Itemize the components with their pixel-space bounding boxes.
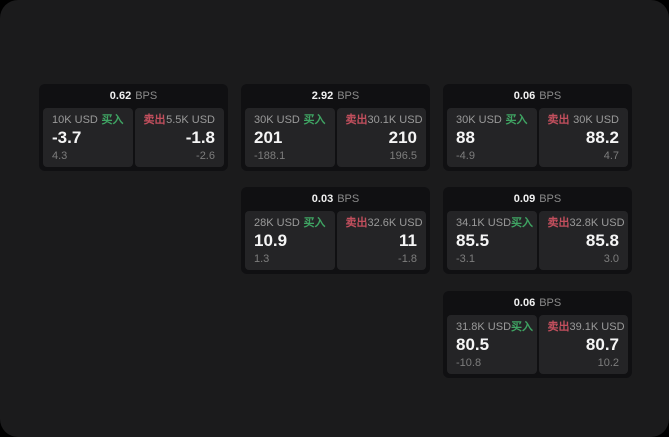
buy-panel[interactable]: 10K USD 买入 -3.7 4.3 [43, 108, 133, 167]
sell-price: -1.8 [185, 128, 215, 147]
buy-price: 201 [254, 128, 283, 147]
bps-unit: BPS [337, 90, 360, 102]
bps-header: 0.03 BPS [245, 187, 426, 211]
bps-value: 0.03 [311, 193, 334, 205]
sell-amount: 30K USD [573, 114, 619, 126]
quote-card: 0.06 BPS 31.8K USD 买入 80.5 -10.8 卖出 39.1… [443, 291, 632, 378]
sell-price: 88.2 [585, 128, 619, 147]
quote-card: 0.09 BPS 34.1K USD 买入 85.5 -3.1 卖出 32.8K… [443, 187, 632, 274]
buy-delta: -10.8 [456, 357, 482, 369]
buy-amount: 30K USD [254, 114, 300, 126]
buy-amount: 31.8K USD [456, 321, 512, 333]
buy-amount: 10K USD [52, 114, 98, 126]
bps-value: 0.06 [513, 297, 536, 309]
bps-unit: BPS [539, 90, 562, 102]
sell-price: 11 [399, 231, 417, 250]
buy-tag: 买入 [303, 114, 326, 126]
bps-header: 0.06 BPS [447, 84, 628, 108]
bps-unit: BPS [135, 90, 158, 102]
buy-delta: 4.3 [52, 150, 68, 162]
sell-amount: 30.1K USD [367, 114, 423, 126]
sell-panel[interactable]: 卖出 32.6K USD 11 -1.8 [336, 211, 426, 270]
buy-amount: 28K USD [254, 217, 300, 229]
sell-amount: 32.8K USD [569, 217, 625, 229]
sell-delta: 4.7 [603, 150, 619, 162]
sell-panel[interactable]: 卖出 30K USD 88.2 4.7 [538, 108, 628, 167]
buy-delta: -188.1 [254, 150, 286, 162]
sell-tag: 卖出 [143, 114, 166, 126]
buy-tag: 买入 [505, 114, 528, 126]
bps-header: 0.06 BPS [447, 291, 628, 315]
quote-card: 2.92 BPS 30K USD 买入 201 -188.1 卖出 30.1K … [241, 84, 430, 171]
sell-delta: -1.8 [398, 253, 417, 265]
buy-price: 80.5 [456, 335, 490, 354]
sell-tag: 卖出 [345, 114, 368, 126]
buy-delta: -3.1 [456, 253, 475, 265]
buy-tag: 买入 [511, 217, 534, 229]
buy-delta: 1.3 [254, 253, 270, 265]
quote-card: 0.03 BPS 28K USD 买入 10.9 1.3 卖出 32.6K US… [241, 187, 430, 274]
buy-panel[interactable]: 28K USD 买入 10.9 1.3 [245, 211, 335, 270]
sell-amount: 39.1K USD [569, 321, 625, 333]
sell-panel[interactable]: 卖出 39.1K USD 80.7 10.2 [538, 315, 628, 374]
sell-panel[interactable]: 卖出 32.8K USD 85.8 3.0 [538, 211, 628, 270]
sell-amount: 5.5K USD [166, 114, 215, 126]
buy-delta: -4.9 [456, 150, 475, 162]
bps-value: 0.62 [109, 90, 132, 102]
bps-unit: BPS [539, 193, 562, 205]
sell-price: 210 [388, 128, 417, 147]
sell-price: 85.8 [585, 231, 619, 250]
buy-panel[interactable]: 31.8K USD 买入 80.5 -10.8 [447, 315, 537, 374]
bps-value: 0.06 [513, 90, 536, 102]
buy-price: 10.9 [254, 231, 288, 250]
bps-value: 2.92 [311, 90, 334, 102]
buy-price: 88 [456, 128, 475, 147]
buy-amount: 34.1K USD [456, 217, 512, 229]
bps-header: 0.62 BPS [43, 84, 224, 108]
sell-panel[interactable]: 卖出 5.5K USD -1.8 -2.6 [134, 108, 224, 167]
sell-tag: 卖出 [547, 114, 570, 126]
buy-panel[interactable]: 30K USD 买入 88 -4.9 [447, 108, 537, 167]
bps-header: 2.92 BPS [245, 84, 426, 108]
sell-tag: 卖出 [547, 217, 570, 229]
quote-card: 0.06 BPS 30K USD 买入 88 -4.9 卖出 30K USD 8… [443, 84, 632, 171]
buy-panel[interactable]: 34.1K USD 买入 85.5 -3.1 [447, 211, 537, 270]
sell-delta: -2.6 [196, 150, 215, 162]
buy-amount: 30K USD [456, 114, 502, 126]
sell-price: 80.7 [585, 335, 619, 354]
buy-price: -3.7 [52, 128, 82, 147]
bps-header: 0.09 BPS [447, 187, 628, 211]
sell-delta: 10.2 [597, 357, 619, 369]
sell-delta: 3.0 [603, 253, 619, 265]
sell-tag: 卖出 [547, 321, 570, 333]
sell-delta: 196.5 [389, 150, 417, 162]
buy-panel[interactable]: 30K USD 买入 201 -188.1 [245, 108, 335, 167]
quote-card: 0.62 BPS 10K USD 买入 -3.7 4.3 卖出 5.5K USD… [39, 84, 228, 171]
sell-panel[interactable]: 卖出 30.1K USD 210 196.5 [336, 108, 426, 167]
buy-tag: 买入 [303, 217, 326, 229]
bps-unit: BPS [539, 297, 562, 309]
sell-tag: 卖出 [345, 217, 368, 229]
bps-unit: BPS [337, 193, 360, 205]
bps-value: 0.09 [513, 193, 536, 205]
sell-amount: 32.6K USD [367, 217, 423, 229]
buy-tag: 买入 [101, 114, 124, 126]
buy-price: 85.5 [456, 231, 490, 250]
buy-tag: 买入 [511, 321, 534, 333]
